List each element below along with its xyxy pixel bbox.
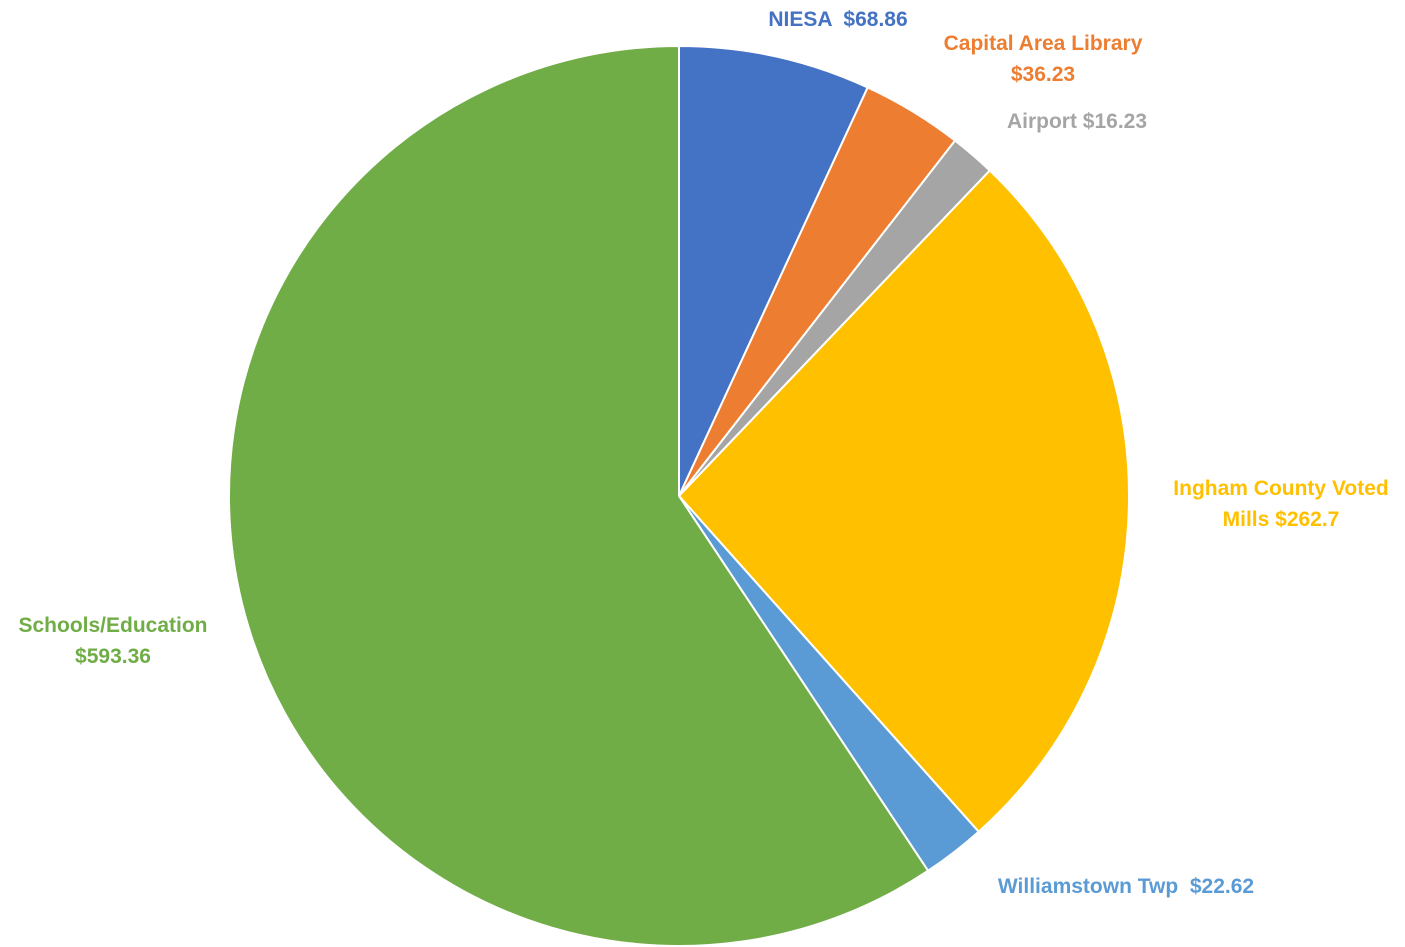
pie-slice-schools-education: [227, 45, 930, 947]
data-label-capital-area-library: Capital Area Library $36.23: [944, 32, 1143, 86]
data-label-line: Capital Area Library: [944, 32, 1143, 55]
data-label-line: $593.36: [75, 645, 151, 668]
data-label-line: NIESA $68.86: [768, 8, 907, 31]
data-label-line: $36.23: [1011, 63, 1075, 86]
pie-slice-ingham-county-voted-mills: [678, 169, 1130, 833]
data-label-schools-education: Schools/Education $593.36: [18, 614, 207, 668]
data-label-line: Ingham County Voted: [1173, 477, 1388, 500]
data-label-airport: Airport $16.23: [1007, 110, 1147, 133]
data-label-line: Williamstown Twp $22.62: [998, 875, 1254, 898]
pie-slices: [227, 45, 1130, 947]
pie-slice-niesa: [678, 45, 869, 497]
data-label-niesa: NIESA $68.86: [768, 8, 907, 31]
pie-labels: NIESA $68.86 Capital Area Library $36.23 Ai…: [18, 8, 1388, 898]
data-label-line: Mills $262.7: [1223, 508, 1340, 531]
data-label-ingham-county-voted-mills: Ingham County Voted Mills $262.7: [1173, 477, 1388, 531]
data-label-line: Schools/Education: [18, 614, 207, 637]
data-label-williamstown-twp: Williamstown Twp $22.62: [998, 875, 1254, 898]
data-label-line: Airport $16.23: [1007, 110, 1147, 133]
